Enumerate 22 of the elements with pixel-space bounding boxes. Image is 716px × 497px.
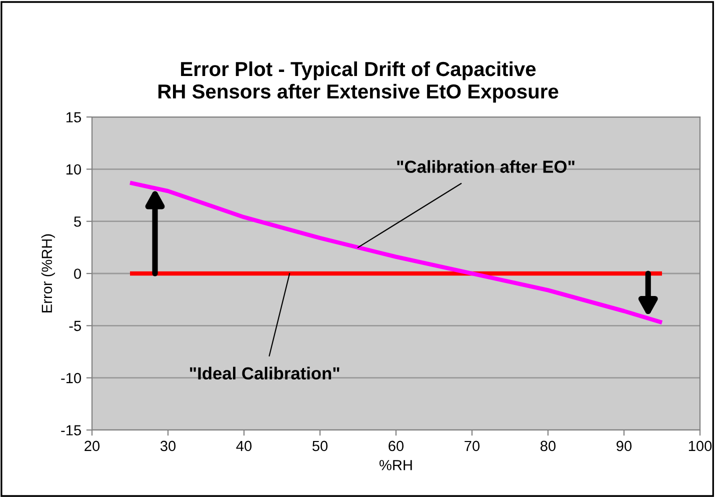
x-axis-title: %RH bbox=[380, 460, 412, 470]
y-tick-label: 5 bbox=[74, 216, 81, 227]
y-tick-label: -15 bbox=[61, 425, 81, 436]
x-tick-label: 20 bbox=[84, 440, 100, 452]
x-tick-label: 70 bbox=[464, 440, 480, 452]
x-tick-label: 100 bbox=[688, 440, 712, 452]
annotation: "Calibration after EO" bbox=[397, 160, 574, 173]
y-tick-label: 10 bbox=[66, 164, 82, 175]
y-tick-label: -10 bbox=[61, 372, 82, 384]
y-tick-label: -5 bbox=[69, 320, 81, 332]
chart-title: Error Plot - Typical Drift of Capacitive RH Sensors after Extensive EtO Exposure bbox=[158, 61, 558, 103]
x-tick-label: 30 bbox=[160, 440, 176, 452]
x-tick-label: 40 bbox=[236, 440, 252, 452]
y-tick-label: 0 bbox=[74, 268, 82, 279]
line-series bbox=[128, 180, 664, 325]
x-tick-label: 80 bbox=[540, 440, 556, 452]
x-tick-label: 90 bbox=[616, 440, 632, 452]
annotation: "Ideal Calibration" bbox=[190, 366, 340, 380]
x-tick-label: 60 bbox=[388, 440, 404, 452]
x-tick-label: 50 bbox=[312, 440, 328, 452]
y-tick-label: 15 bbox=[66, 112, 81, 122]
y-axis-title: Error (%RH) bbox=[41, 234, 55, 312]
